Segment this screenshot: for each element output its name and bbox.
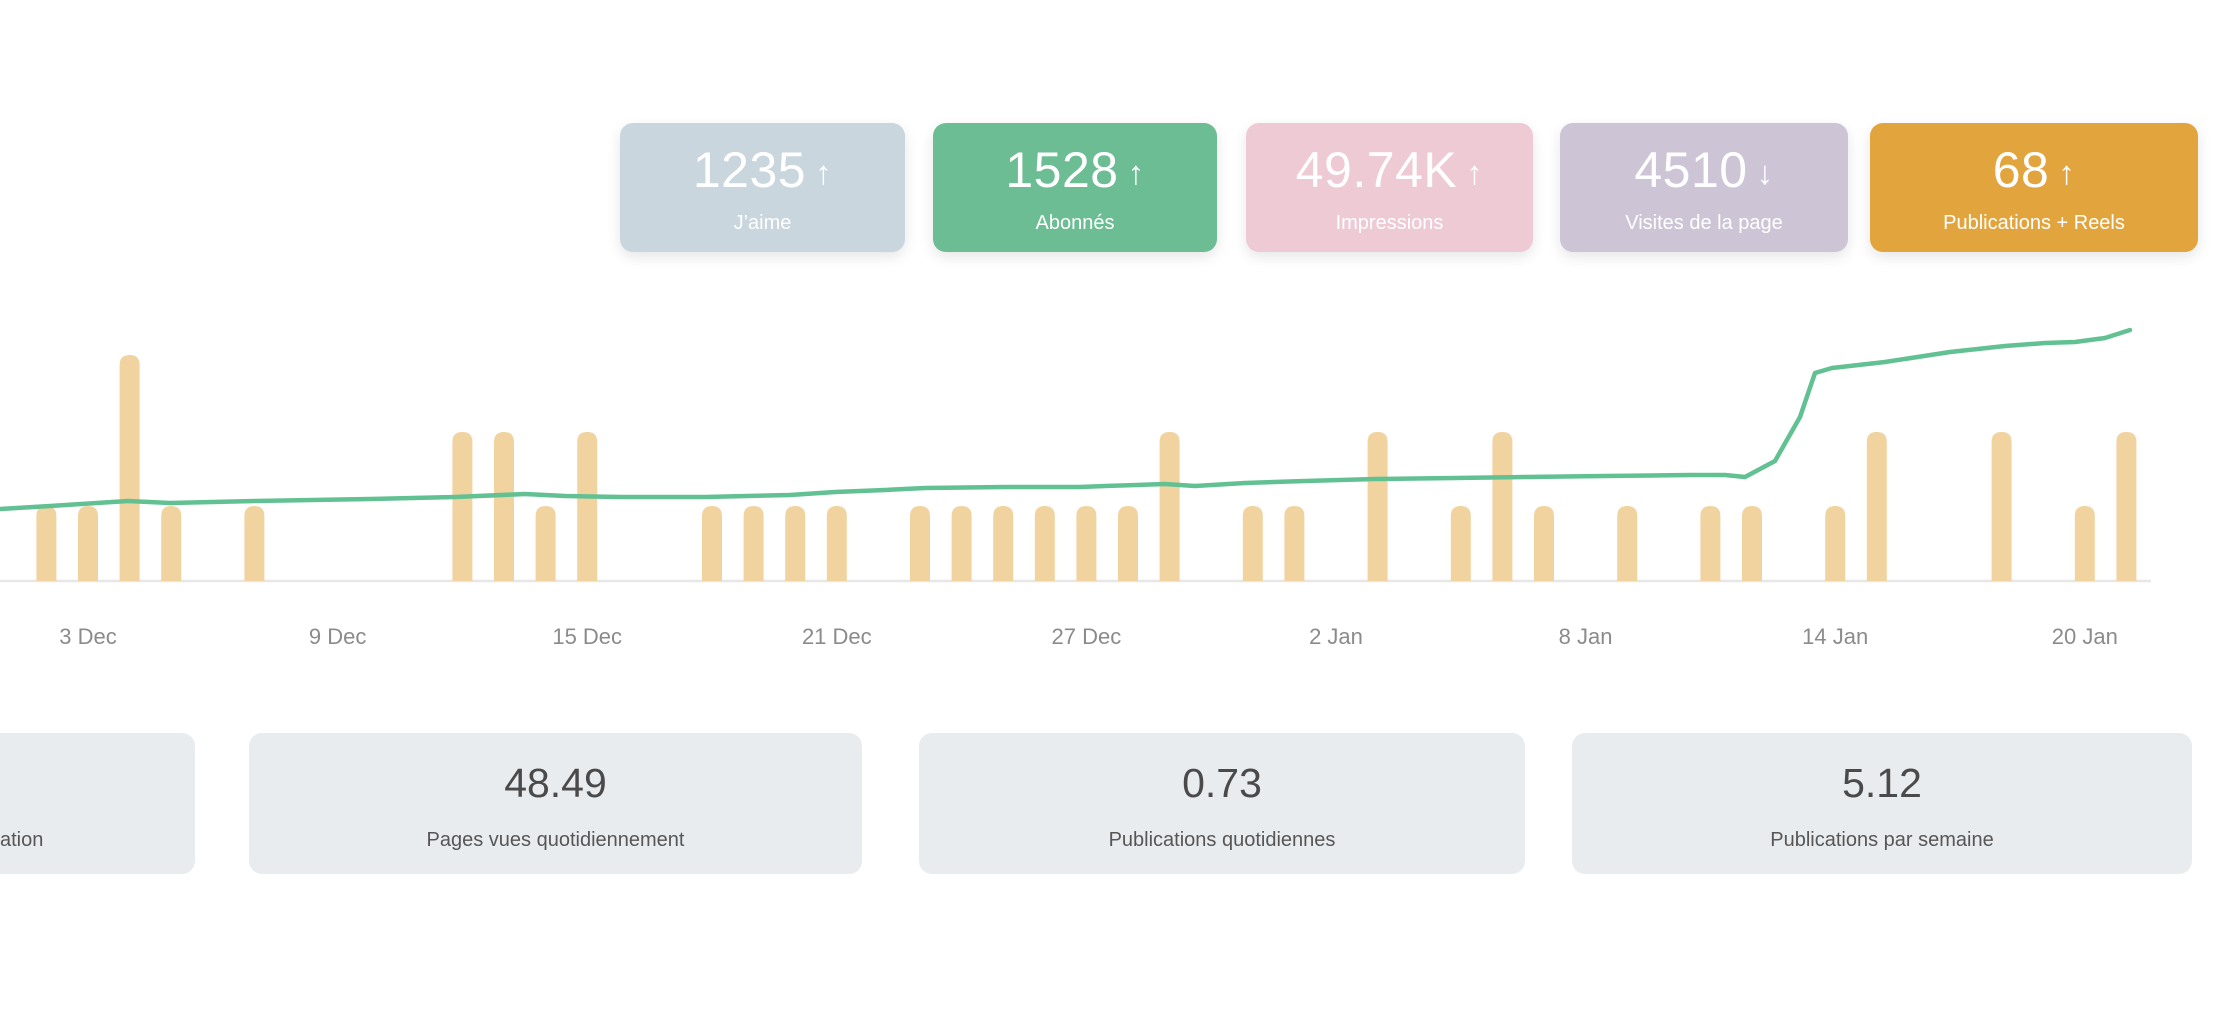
bar-14-jan[interactable]: [1825, 506, 1846, 581]
metric-value: 1235 ↑: [692, 142, 833, 198]
x-axis-label: 15 Dec: [552, 624, 622, 649]
bar-5-jan[interactable]: [1450, 506, 1471, 581]
bar-12-jan[interactable]: [1742, 506, 1762, 581]
summary-label: ation: [0, 829, 44, 851]
x-axis-label: 20 Jan: [2052, 624, 2118, 649]
x-axis-label: 14 Jan: [1802, 624, 1868, 649]
metric-card-page-visits[interactable]: 4510 ↓ Visites de la page: [1560, 123, 1848, 252]
trend-down-icon: ↓: [1756, 154, 1774, 191]
bar-27-dec[interactable]: [1076, 506, 1097, 581]
bar-23-dec[interactable]: [910, 506, 930, 581]
metric-label: J’aime: [733, 212, 792, 234]
metric-label: Abonnés: [1035, 212, 1115, 234]
summary-value: 48.49: [504, 760, 607, 806]
bar-11-jan[interactable]: [1700, 506, 1721, 581]
bar-3-jan[interactable]: [1367, 432, 1388, 581]
bar-20-dec[interactable]: [785, 506, 806, 581]
summary-value: 0.73: [1182, 760, 1262, 806]
bar-29-dec[interactable]: [1159, 432, 1180, 581]
x-axis-label: 2 Jan: [1309, 624, 1363, 649]
growth-chart: 3 Dec 9 Dec 15 Dec 21 Dec 27 Dec 2 Jan 8 Jan 14…: [0, 327, 2151, 649]
bar-19-dec[interactable]: [743, 506, 764, 581]
trend-up-icon: ↑: [1127, 154, 1145, 191]
bar-1-jan[interactable]: [1284, 506, 1305, 581]
metric-value: 1528 ↑: [1005, 142, 1145, 198]
bar-24-dec[interactable]: [951, 506, 972, 581]
bar-5-dec[interactable]: [161, 506, 182, 581]
followers-trend-line: [0, 327, 2133, 512]
x-axis-label: 8 Jan: [1559, 624, 1613, 649]
bar-2-dec[interactable]: [36, 506, 57, 581]
summary-label: Publications quotidiennes: [1108, 829, 1336, 851]
metric-label: Visites de la page: [1625, 212, 1783, 234]
metric-card-likes[interactable]: 1235 ↑ J’aime: [620, 123, 905, 252]
bar-15-jan[interactable]: [1866, 432, 1887, 581]
metric-value: 4510 ↓: [1634, 142, 1774, 198]
metric-value: 49.74K ↑: [1295, 142, 1484, 198]
metric-label: Publications + Reels: [1943, 212, 2125, 234]
bar-21-dec[interactable]: [826, 506, 847, 581]
x-axis-label: 3 Dec: [59, 624, 116, 649]
bar-7-dec[interactable]: [244, 506, 265, 581]
bar-12-dec[interactable]: [452, 432, 473, 581]
bar-28-dec[interactable]: [1118, 506, 1138, 581]
metric-value: 68 ↑: [1992, 142, 2076, 198]
trend-up-icon: ↑: [2058, 154, 2076, 191]
bar-21-jan[interactable]: [2116, 432, 2137, 581]
summary-card-daily-pageviews: 48.49 Pages vues quotidiennement: [249, 733, 862, 874]
metric-card-posts-reels[interactable]: 68 ↑ Publications + Reels: [1870, 123, 2198, 252]
bar-25-dec[interactable]: [993, 506, 1014, 581]
bar-9-jan[interactable]: [1617, 506, 1638, 581]
trend-up-icon: ↑: [815, 154, 833, 191]
summary-label: Pages vues quotidiennement: [426, 829, 685, 851]
bar-31-dec[interactable]: [1242, 506, 1263, 581]
summary-value: 5.12: [1842, 760, 1922, 806]
bar-26-dec[interactable]: [1034, 506, 1055, 581]
bar-13-dec[interactable]: [494, 432, 514, 581]
bar-6-jan[interactable]: [1492, 432, 1513, 581]
metric-label: Impressions: [1335, 212, 1444, 234]
summary-label: Publications par semaine: [1770, 829, 1994, 851]
x-axis-label: 21 Dec: [802, 624, 872, 649]
bar-15-dec[interactable]: [577, 432, 598, 581]
bar-14-dec[interactable]: [535, 506, 556, 581]
bar-3-dec[interactable]: [78, 506, 98, 581]
x-axis-label: 9 Dec: [309, 624, 366, 649]
bar-20-jan[interactable]: [2074, 506, 2095, 581]
summary-card-daily-posts: 0.73 Publications quotidiennes: [919, 733, 1525, 874]
metric-card-impressions[interactable]: 49.74K ↑ Impressions: [1246, 123, 1533, 252]
bar-18-jan[interactable]: [1991, 432, 2012, 581]
summary-card-weekly-posts: 5.12 Publications par semaine: [1572, 733, 2192, 874]
summary-card-partial: ation: [0, 733, 195, 874]
bar-7-jan[interactable]: [1534, 506, 1554, 581]
bar-4-dec[interactable]: [119, 355, 140, 581]
trend-up-icon: ↑: [1466, 154, 1484, 191]
metric-card-followers[interactable]: 1528 ↑ Abonnés: [933, 123, 1217, 252]
bar-18-dec[interactable]: [702, 506, 722, 581]
x-axis-label: 27 Dec: [1052, 624, 1122, 649]
